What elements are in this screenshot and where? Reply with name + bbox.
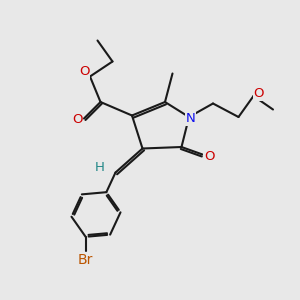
Text: O: O — [79, 65, 89, 78]
Text: N: N — [186, 112, 195, 125]
Text: H: H — [95, 160, 105, 174]
Text: O: O — [254, 87, 264, 100]
Text: Br: Br — [78, 253, 93, 267]
Text: O: O — [72, 112, 83, 126]
Text: O: O — [204, 149, 214, 163]
